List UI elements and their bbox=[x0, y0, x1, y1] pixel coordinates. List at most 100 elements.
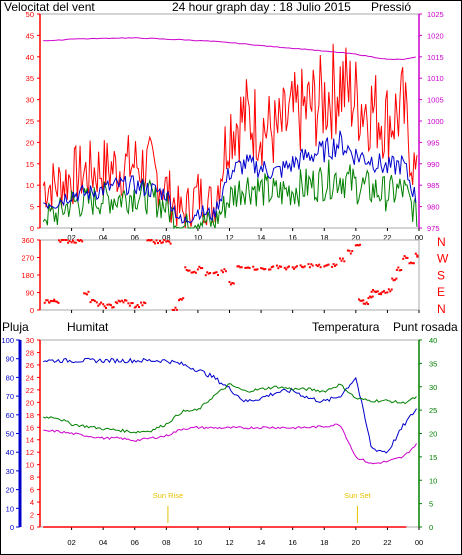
direction-point bbox=[354, 244, 357, 247]
pressure-series bbox=[43, 37, 416, 61]
direction-point bbox=[185, 269, 188, 271]
temperature-tick-label: 25 bbox=[429, 406, 437, 415]
direction-point bbox=[237, 265, 240, 268]
humidity-label: Humitat bbox=[67, 320, 109, 334]
direction-point bbox=[248, 267, 251, 269]
direction-point bbox=[45, 299, 48, 302]
direction-point bbox=[52, 300, 55, 303]
rain-tick-label: 0 bbox=[30, 523, 34, 532]
direction-point bbox=[223, 268, 226, 271]
direction-point bbox=[371, 295, 374, 298]
panel1-right-tick-label: 995 bbox=[427, 138, 440, 147]
direction-point bbox=[311, 264, 314, 267]
direction-point bbox=[142, 301, 145, 304]
rain-tick-label: 28 bbox=[26, 348, 34, 357]
direction-point bbox=[198, 265, 201, 268]
direction-point bbox=[179, 298, 182, 300]
direction-point bbox=[373, 290, 376, 293]
direction-point bbox=[408, 262, 411, 265]
sunset-label: Sun Set bbox=[344, 491, 372, 500]
direction-point bbox=[60, 239, 63, 241]
direction-point bbox=[43, 301, 46, 304]
direction-point bbox=[122, 301, 125, 304]
panel1-left-tick-label: 10 bbox=[26, 181, 34, 190]
rain-tick-label: 18 bbox=[26, 411, 34, 420]
humidity-tick-label: 90 bbox=[6, 355, 14, 364]
direction-point bbox=[272, 265, 275, 268]
direction-point bbox=[116, 302, 119, 305]
rain-tick-label: 4 bbox=[30, 498, 34, 507]
direction-point bbox=[346, 249, 349, 252]
rain-tick-label: 2 bbox=[30, 511, 34, 520]
direction-point bbox=[319, 266, 322, 269]
direction-point bbox=[166, 240, 169, 243]
direction-point bbox=[252, 265, 255, 268]
direction-point bbox=[157, 242, 159, 244]
direction-point bbox=[102, 303, 105, 306]
direction-point bbox=[367, 297, 370, 300]
direction-point bbox=[376, 290, 379, 293]
direction-point bbox=[397, 266, 400, 269]
direction-point bbox=[193, 270, 196, 273]
direction-point bbox=[215, 271, 218, 274]
direction-point bbox=[316, 265, 319, 268]
direction-point bbox=[324, 264, 327, 267]
direction-point bbox=[78, 240, 81, 242]
direction-point bbox=[68, 240, 71, 243]
direction-point bbox=[406, 256, 409, 259]
humidity-series bbox=[43, 357, 417, 454]
direction-letter: E bbox=[437, 285, 445, 299]
humidity-tick-label: 20 bbox=[6, 486, 14, 495]
direction-point bbox=[138, 306, 140, 308]
direction-point bbox=[315, 264, 318, 267]
direction-point bbox=[152, 240, 155, 243]
direction-point bbox=[286, 266, 289, 269]
direction-point bbox=[348, 249, 351, 252]
direction-point bbox=[53, 298, 56, 301]
direction-point bbox=[278, 265, 281, 268]
panel3-x-tick-label: 02 bbox=[67, 538, 75, 547]
temperature-series bbox=[42, 383, 417, 434]
direction-point bbox=[188, 269, 191, 272]
direction-point bbox=[357, 244, 360, 247]
chart-title: 24 hour graph day : 18 Julio 2015 bbox=[172, 0, 351, 14]
direction-point bbox=[54, 300, 57, 303]
direction-point bbox=[105, 307, 107, 309]
direction-point bbox=[87, 290, 90, 293]
rain-tick-label: 30 bbox=[26, 336, 34, 345]
direction-point bbox=[229, 283, 232, 286]
panel2-tick-label: 360 bbox=[21, 236, 34, 245]
direction-point bbox=[161, 241, 164, 244]
panel1-x-tick-label: 04 bbox=[99, 233, 107, 242]
direction-point bbox=[150, 239, 153, 241]
direction-point bbox=[294, 266, 297, 269]
direction-point bbox=[231, 282, 234, 284]
direction-point bbox=[146, 239, 149, 242]
direction-point bbox=[131, 302, 134, 305]
dewpoint-label: Punt rosada bbox=[393, 320, 458, 334]
temperature-tick-label: 0 bbox=[429, 523, 433, 532]
direction-point bbox=[285, 268, 288, 271]
direction-point bbox=[97, 304, 100, 307]
dewpoint-series bbox=[43, 423, 417, 465]
direction-point bbox=[409, 261, 412, 264]
direction-point bbox=[378, 293, 381, 295]
direction-point bbox=[217, 274, 219, 276]
panel1-left-tick-label: 5 bbox=[30, 203, 34, 212]
direction-point bbox=[140, 301, 143, 304]
direction-point bbox=[244, 266, 247, 269]
panel2-frame bbox=[39, 239, 420, 311]
direction-point bbox=[127, 302, 130, 305]
direction-letter: N bbox=[437, 235, 446, 249]
direction-point bbox=[239, 266, 242, 269]
panel1-left-tick-label: 20 bbox=[26, 138, 34, 147]
direction-point bbox=[174, 306, 177, 309]
rain-tick-label: 22 bbox=[26, 386, 34, 395]
wind-speed-label: Velocitat del vent bbox=[4, 0, 95, 14]
direction-point bbox=[180, 298, 183, 301]
humidity-tick-label: 30 bbox=[6, 467, 14, 476]
direction-point bbox=[326, 264, 329, 267]
direction-point bbox=[262, 268, 265, 271]
direction-point bbox=[201, 267, 204, 270]
direction-point bbox=[247, 266, 250, 269]
